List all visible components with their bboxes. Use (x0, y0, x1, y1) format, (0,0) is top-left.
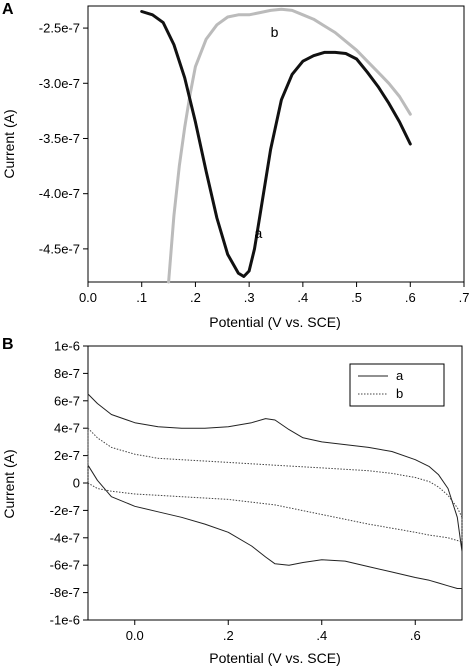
panel-a-curve-label-a: a (255, 225, 263, 241)
panel-b-y-tick-label: 4e-7 (54, 421, 80, 436)
panel-a-plot-area (87, 5, 465, 283)
panel-b-x-tick-label: .2 (223, 628, 234, 643)
panel-a-x-axis-title: Potential (V vs. SCE) (209, 314, 341, 330)
panel-a-y-tick-label: -4.5e-7 (39, 241, 80, 256)
legend-label-b: b (396, 386, 403, 401)
panel-label-a: A (2, 1, 14, 18)
panel-b-x-tick-label: 0.0 (126, 628, 144, 643)
panel-a-x-tick-label: .1 (136, 290, 147, 305)
panel-b-y-tick-label: -1e-6 (50, 613, 80, 628)
legend-box (349, 363, 445, 407)
panel-b-x-axis-title: Potential (V vs. SCE) (209, 650, 341, 666)
panel-a-x-tick-label: 0.0 (79, 290, 97, 305)
panel-a-x-tick-label: .3 (244, 290, 255, 305)
panel-a-x-tick-label: .2 (190, 290, 201, 305)
legend-label-a: a (396, 368, 404, 383)
panel-a-x-tick-label: .7 (459, 290, 470, 305)
panel-a-curve-a (140, 10, 412, 278)
panel-b-y-tick-label: 6e-7 (54, 393, 80, 408)
panel-a-y-tick-label: -3.5e-7 (39, 131, 80, 146)
panel-b-y-tick-label: -2e-7 (50, 503, 80, 518)
panel-b-ticks: 0.0 .2 .4 .6 1e-6 8e-7 6e-7 4e-7 2e-7 0 -2e-7 -4e-7… (50, 339, 421, 644)
panel-a-curves (140, 7, 412, 284)
panel-a-x-tick-label: .4 (297, 290, 308, 305)
panel-b-curve-b (87, 427, 463, 543)
panel-a-y-axis-title: Current (A) (1, 109, 17, 178)
panel-b-y-tick-label: -6e-7 (50, 558, 80, 573)
panel-b-y-axis-title: Current (A) (1, 449, 17, 518)
panel-a-curve-label-b: b (271, 24, 279, 40)
panel-b-x-tick-label: .4 (316, 628, 327, 643)
panel-b-x-tick-label: .6 (410, 628, 421, 643)
panel-b-y-tick-label: 8e-7 (54, 366, 80, 381)
panel-a-curve-b (167, 7, 412, 284)
panel-b-curves (87, 393, 463, 589)
panel-a-y-tick-label: -3.0e-7 (39, 76, 80, 91)
panel-a-x-tick-label: .6 (405, 290, 416, 305)
panel-b-y-tick-label: 0 (73, 476, 80, 491)
panel-b-curve-a (87, 393, 463, 589)
panel-b-y-tick-label: 1e-6 (54, 339, 80, 354)
panel-a-y-tick-label: -2.5e-7 (39, 21, 80, 36)
panel-a-y-tick-label: -4.0e-7 (39, 186, 80, 201)
panel-b-legend: a b (349, 363, 445, 407)
panel-b-y-tick-label: 2e-7 (54, 448, 80, 463)
panel-label-b: B (2, 336, 14, 353)
panel-a-x-tick-label: .5 (351, 290, 362, 305)
panel-b-y-tick-label: -8e-7 (50, 585, 80, 600)
panel-a-annotations: ab (255, 24, 279, 241)
panel-b-y-tick-label: -4e-7 (50, 530, 80, 545)
panel-a-ticks: 0.0 .1 .2 .3 .4 .5 .6 .7 -2.5e-7 -3.0e-7 -3.5e-7 -4… (39, 21, 470, 305)
